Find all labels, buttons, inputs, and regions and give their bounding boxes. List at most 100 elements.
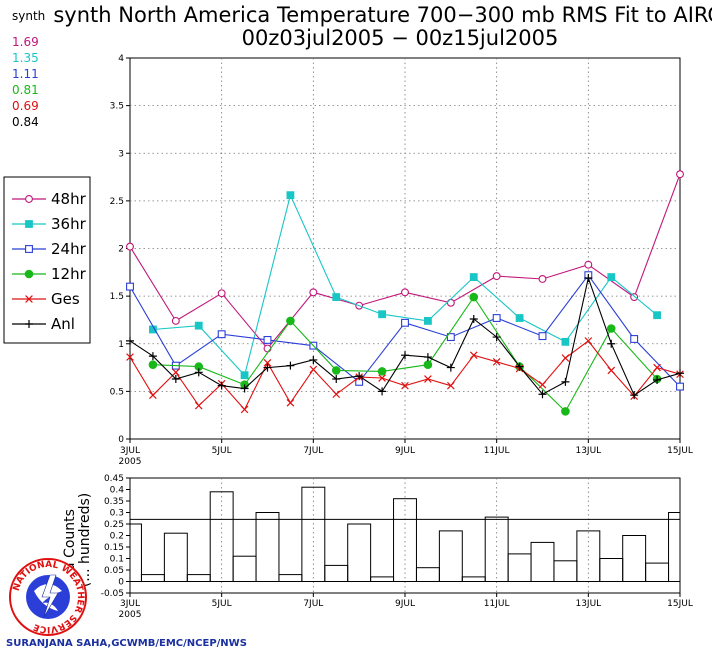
legend-label: 48hr (51, 190, 87, 208)
count-bar (668, 512, 681, 582)
data-point-48hr (584, 260, 593, 269)
data-point-36hr (607, 273, 616, 281)
series-line-12hr (152, 296, 658, 413)
legend-label: Ges (51, 290, 80, 308)
data-point-Anl (263, 363, 272, 372)
legend: 48hr 36hr 24hr 12hr Ges Anl (3, 176, 91, 344)
data-point-Anl (309, 355, 318, 364)
data-point-48hr (217, 289, 226, 298)
count-y-tick-label: 0.4 (110, 486, 125, 496)
y-tick-label: 3 (118, 149, 124, 159)
data-point-Anl (676, 369, 684, 378)
count-x-tick-label: 7JUL (303, 599, 323, 609)
data-point-Anl (584, 274, 593, 283)
y-tick-label: 0 (118, 435, 124, 445)
data-point-Ges (172, 368, 180, 377)
data-point-Ges (309, 365, 318, 374)
data-point-12hr (148, 360, 158, 370)
stats-label: synth (12, 9, 45, 23)
data-point-Anl (538, 390, 547, 399)
count-y-tick-label: 0.25 (104, 520, 124, 530)
count-y-tick-label: 0.05 (104, 566, 124, 576)
data-point-12hr (469, 292, 479, 302)
data-point-48hr (309, 288, 318, 297)
y-tick-label: 4 (118, 54, 124, 64)
data-point-Ges (653, 363, 661, 372)
data-point-Ges (469, 351, 478, 360)
data-point-Anl (171, 374, 180, 383)
stat-value: 0.84 (12, 115, 39, 129)
data-point-Anl (148, 352, 157, 361)
stat-value: 1.35 (12, 51, 39, 65)
data-point-12hr (377, 367, 387, 376)
data-point-24hr (126, 282, 134, 291)
chart-title-line2: 00z03jul2005 − 00z15jul2005 (242, 26, 559, 50)
count-y-label-line1: a Counts (62, 509, 78, 571)
data-point-12hr (286, 316, 295, 326)
data-point-36hr (653, 311, 661, 320)
data-point-Ges (401, 381, 409, 390)
data-point-12hr (423, 360, 433, 370)
data-point-24hr (676, 382, 684, 391)
count-x-tick-label: 3JUL (120, 599, 140, 609)
x-tick-label: 7JUL (303, 446, 323, 456)
data-point-24hr (217, 330, 226, 339)
data-point-Anl (515, 362, 524, 371)
count-bar (576, 530, 601, 583)
data-point-Ges (286, 398, 295, 407)
data-point-36hr (332, 293, 341, 301)
x-tick-label: 3JUL (120, 446, 140, 456)
data-point-48hr (538, 275, 547, 283)
legend-marker (25, 320, 33, 328)
data-point-Anl (446, 363, 455, 372)
count-bar (347, 523, 372, 582)
x-tick-label: 5JUL (212, 446, 232, 456)
data-point-36hr (561, 337, 570, 346)
data-point-48hr (446, 298, 455, 307)
data-point-12hr (606, 324, 616, 333)
count-y-tick-label: 0.15 (104, 543, 124, 553)
count-bar-chart: -0.050 0.050.1 0.150.2 0.250.3 0.350.4 0.45 3J… (62, 474, 693, 620)
x-tick-label: 13JUL (575, 446, 601, 456)
y-tick-label: 3.5 (110, 102, 124, 112)
count-x-tick-label: 13JUL (575, 599, 601, 609)
count-bar (255, 512, 280, 582)
data-point-36hr (515, 314, 524, 322)
count-bar (209, 491, 234, 582)
data-point-24hr (538, 332, 547, 341)
stat-value: 1.11 (12, 67, 39, 81)
count-y-label-line2: (... hundreds) (77, 493, 93, 587)
count-bar (622, 535, 647, 582)
count-bar (163, 532, 188, 583)
count-plot-frame (129, 477, 681, 594)
y-tick-label: 1.5 (110, 292, 124, 302)
data-point-Anl (469, 314, 478, 323)
data-point-36hr (424, 316, 432, 325)
data-point-36hr (469, 273, 478, 281)
data-point-36hr (286, 191, 295, 200)
data-point-48hr (126, 242, 134, 251)
count-x-tick-sublabel: 2005 (119, 610, 142, 620)
data-point-Anl (355, 372, 364, 381)
data-point-36hr (378, 310, 386, 319)
data-point-24hr (492, 314, 501, 322)
data-point-Anl (240, 384, 249, 393)
data-point-48hr (492, 272, 501, 281)
data-point-Ges (194, 401, 203, 410)
legend-marker (25, 220, 33, 228)
count-bar (129, 523, 142, 582)
data-point-Anl (630, 391, 639, 400)
data-point-36hr (240, 371, 249, 380)
data-point-Ges (447, 381, 455, 390)
count-y-axis-label: a Counts (... hundreds) (62, 493, 93, 587)
data-point-Anl (378, 387, 387, 396)
data-point-Ges (126, 353, 134, 361)
legend-marker (25, 295, 33, 303)
stat-value: 0.69 (12, 99, 39, 113)
data-point-Anl (492, 333, 501, 342)
count-x-tick-label: 9JUL (395, 599, 415, 609)
legend-marker (25, 195, 33, 203)
legend-label: Anl (51, 315, 75, 333)
data-point-Anl (286, 361, 295, 370)
